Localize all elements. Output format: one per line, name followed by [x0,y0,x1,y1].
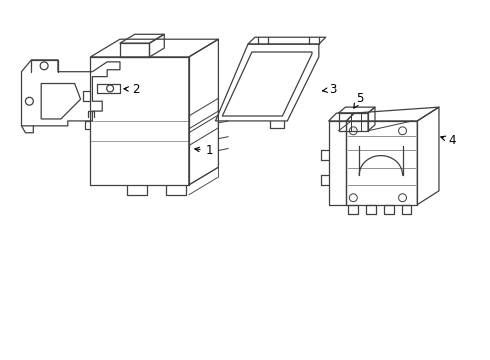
Text: 4: 4 [441,134,456,147]
Text: 3: 3 [322,83,336,96]
Text: 1: 1 [195,144,213,157]
Text: 2: 2 [124,83,139,96]
Text: 5: 5 [354,92,364,108]
